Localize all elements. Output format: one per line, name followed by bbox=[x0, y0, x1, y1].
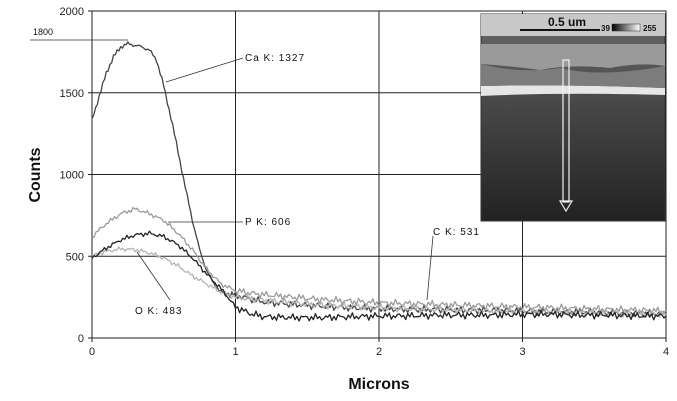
annotation-ca-k: Ca K: 1327 bbox=[245, 53, 305, 64]
inset-layer-texture bbox=[481, 64, 665, 88]
y-tick-label: 0 bbox=[78, 333, 84, 345]
x-tick-label: 0 bbox=[89, 346, 95, 358]
annotation-c-k: C K: 531 bbox=[433, 227, 480, 238]
x-tick-label: 4 bbox=[663, 346, 669, 358]
y-tick-label: 500 bbox=[66, 251, 84, 263]
y-axis-ticks: 0 500 1000 1500 2000 bbox=[60, 6, 92, 345]
series-line-o-k bbox=[91, 246, 667, 319]
series-line-c-k bbox=[91, 230, 667, 322]
y-tick-label: 2000 bbox=[60, 6, 84, 18]
inset-interface-band bbox=[481, 85, 665, 96]
annotations-group: 1800 Ca K: 1327 P K: 606 C K: 531 O K: 4… bbox=[30, 27, 480, 317]
x-tick-label: 2 bbox=[376, 346, 382, 358]
inset-colorbar bbox=[611, 23, 641, 32]
inset-scan-arrow-head bbox=[558, 200, 574, 213]
series-line-p-k bbox=[91, 206, 667, 315]
inset-scale-bar-label: 0.5 um bbox=[548, 15, 586, 29]
leader-line-ca bbox=[165, 57, 244, 83]
series-group bbox=[91, 41, 667, 322]
annotation-peak-1800: 1800 bbox=[33, 27, 53, 37]
annotation-o-k: O K: 483 bbox=[135, 306, 182, 317]
x-axis-title: Microns bbox=[348, 376, 409, 393]
y-tick-label: 1500 bbox=[60, 88, 84, 100]
y-axis-title: Counts bbox=[27, 147, 44, 202]
leader-line-c bbox=[426, 235, 434, 301]
inset-scan-arrow-shaft bbox=[562, 59, 570, 203]
annotation-p-k: P K: 606 bbox=[245, 217, 291, 228]
sem-inset-image: 0.5 um 39 255 bbox=[480, 13, 666, 222]
x-tick-label: 3 bbox=[519, 346, 525, 358]
inset-colorbar-max: 255 bbox=[643, 24, 657, 33]
leader-line-o bbox=[136, 251, 171, 301]
x-tick-label: 1 bbox=[232, 346, 238, 358]
y-tick-label: 1000 bbox=[60, 170, 84, 182]
inset-top-layer bbox=[481, 44, 665, 70]
x-axis-ticks: 0 1 2 3 4 bbox=[89, 338, 669, 358]
inset-colorbar-min: 39 bbox=[601, 24, 610, 33]
